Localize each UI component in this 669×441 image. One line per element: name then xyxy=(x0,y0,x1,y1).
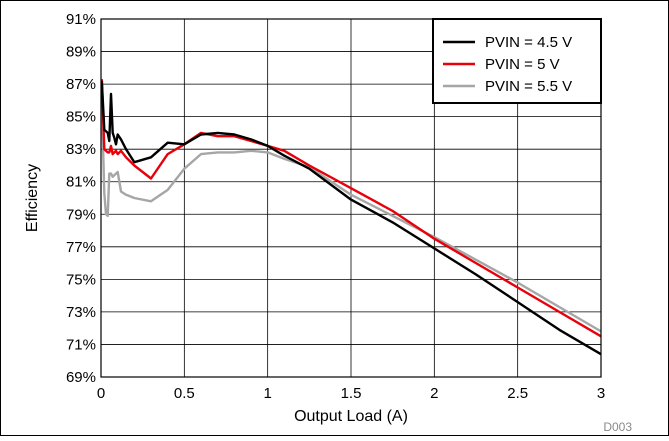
series-line-2 xyxy=(100,100,602,333)
legend-entry: PVIN = 4.5 V xyxy=(485,34,572,51)
y-tick-label: 73% xyxy=(66,304,96,321)
series-layer xyxy=(100,79,602,356)
y-tick-label: 91% xyxy=(66,11,96,28)
legend: PVIN = 4.5 V PVIN = 5 V PVIN = 5.5 V xyxy=(432,18,602,104)
plot-border xyxy=(100,18,602,378)
legend-entry: PVIN = 5.5 V xyxy=(485,78,572,95)
x-tick-label: 1 xyxy=(263,385,271,402)
y-tick-label: 71% xyxy=(66,336,96,353)
y-tick-label: 75% xyxy=(66,271,96,288)
legend-box xyxy=(432,18,602,104)
x-tick-label: 0 xyxy=(97,385,105,402)
y-tick-label: 85% xyxy=(66,109,96,126)
y-axis-label: Efficiency xyxy=(24,164,41,232)
y-tick-label: 79% xyxy=(66,206,96,223)
y-tick-label: 89% xyxy=(66,44,96,61)
y-tick-label: 87% xyxy=(66,76,96,93)
x-tick-label: 2 xyxy=(430,385,438,402)
y-tick-label: 83% xyxy=(66,141,96,158)
x-axis-label: Output Load (A) xyxy=(294,408,408,425)
x-tick-labels: 0 0.5 1 1.5 2 2.5 3 xyxy=(97,385,605,402)
y-tick-label: 77% xyxy=(66,239,96,256)
x-tick-label: 1.5 xyxy=(341,385,362,402)
y-tick-labels: 69% 71% 73% 75% 77% 79% 81% 83% 85% 87% 89% 91% xyxy=(66,11,96,386)
x-tick-label: 2.5 xyxy=(507,385,528,402)
watermark-label: D003 xyxy=(603,420,632,434)
legend-entry: PVIN = 5 V xyxy=(485,56,560,73)
x-tick-label: 0.5 xyxy=(174,385,195,402)
y-tick-label: 81% xyxy=(66,174,96,191)
x-tick-label: 3 xyxy=(597,385,605,402)
series-line-0 xyxy=(100,80,602,356)
y-tick-label: 69% xyxy=(66,369,96,386)
